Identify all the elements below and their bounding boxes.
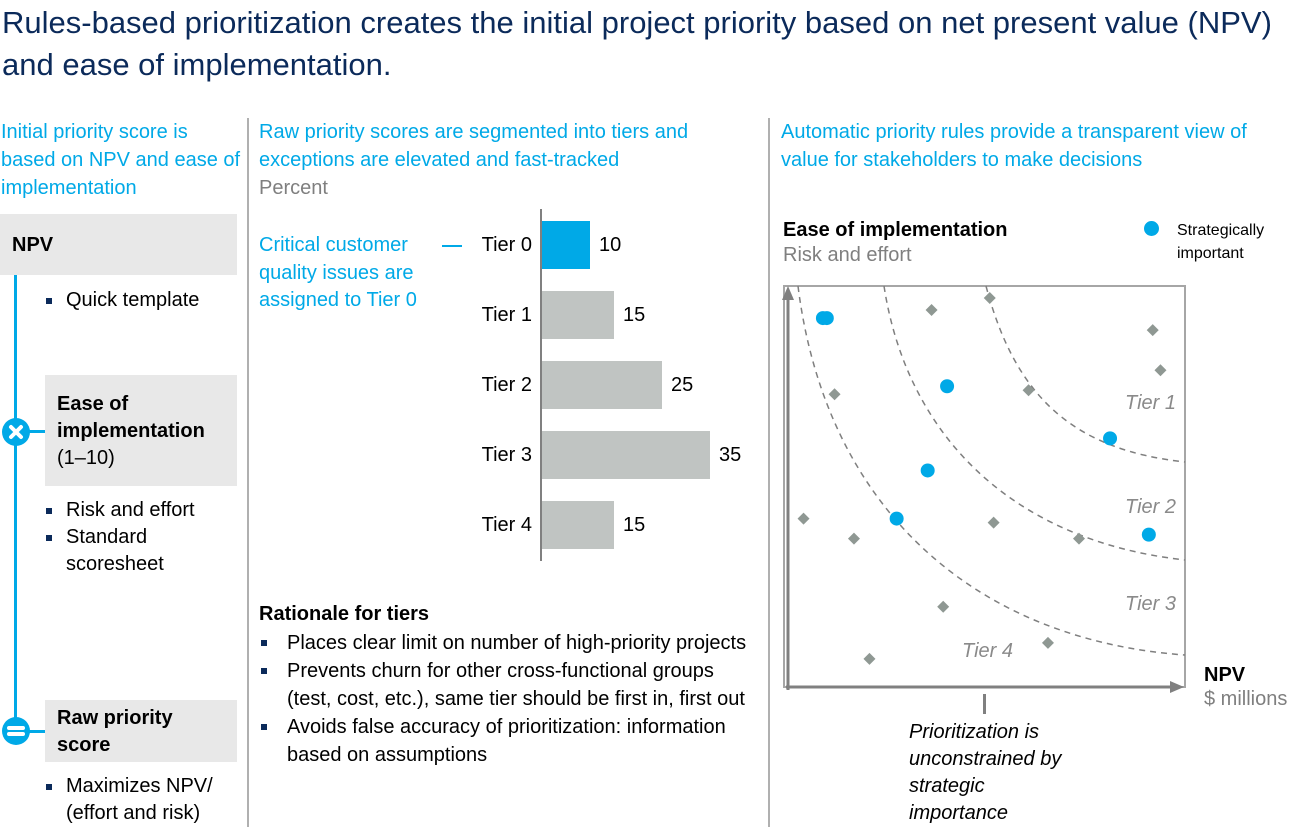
project-point bbox=[987, 516, 1000, 529]
page-title: Rules-based prioritization creates the i… bbox=[2, 5, 1272, 82]
column-divider-2 bbox=[768, 118, 770, 827]
bar-category-label: Tier 0 bbox=[481, 234, 532, 256]
tier0-annotation: Critical customer quality issues are ass… bbox=[259, 234, 417, 311]
bar-category-label: Tier 2 bbox=[481, 374, 532, 396]
ease-bullet: Standard scoresheet bbox=[44, 524, 196, 578]
scatter-chart: Tier 1 Tier 2 Tier 3 Tier 4 bbox=[782, 285, 1186, 693]
note-leader-line bbox=[983, 694, 986, 714]
y-axis-arrowhead-icon bbox=[782, 286, 794, 300]
bar-value-label: 10 bbox=[599, 234, 622, 256]
rationale-bullet: Avoids false accuracy of prioritization:… bbox=[259, 713, 759, 769]
bar bbox=[542, 431, 710, 479]
bar bbox=[542, 221, 590, 269]
project-point bbox=[1041, 636, 1054, 649]
ease-box-range: (1–10) bbox=[57, 447, 115, 469]
strategic-point bbox=[940, 379, 955, 394]
tier-label-3: Tier 3 bbox=[1125, 593, 1176, 615]
project-point bbox=[1073, 532, 1085, 545]
project-point bbox=[1022, 384, 1035, 397]
rationale-bullets: Places clear limit on number of high-pri… bbox=[259, 629, 759, 769]
project-point bbox=[863, 652, 876, 665]
tier-label-1: Tier 1 bbox=[1125, 392, 1176, 414]
project-point bbox=[847, 532, 860, 545]
y-axis-title: Ease of implementation bbox=[783, 219, 1008, 241]
bar-value-label: 35 bbox=[719, 444, 742, 466]
flow-line bbox=[14, 275, 17, 731]
project-point bbox=[925, 304, 938, 317]
bar-chart-axis bbox=[540, 209, 542, 561]
ease-box: Ease of implementation (1–10) bbox=[45, 375, 237, 486]
scatter-points bbox=[797, 292, 1167, 665]
annotation-leader-line bbox=[442, 245, 462, 247]
ease-box-title: Ease of implementation bbox=[57, 393, 205, 442]
multiply-connector bbox=[16, 430, 46, 433]
project-point bbox=[797, 512, 810, 525]
x-axis-arrowhead-icon bbox=[1170, 681, 1184, 693]
tier-label-2: Tier 2 bbox=[1125, 496, 1176, 518]
project-point bbox=[1146, 324, 1159, 337]
left-column-heading: Initial priority score is based on NPV a… bbox=[1, 121, 241, 199]
tier-boundary-1 bbox=[985, 285, 1186, 463]
raw-score-box: Raw priority score bbox=[45, 700, 237, 762]
column-divider-1 bbox=[247, 118, 249, 827]
npv-bullet: Quick template bbox=[44, 287, 244, 314]
tier-boundaries bbox=[797, 285, 1186, 656]
rationale-title: Rationale for tiers bbox=[259, 603, 430, 625]
tier-boundary-3 bbox=[797, 285, 1186, 656]
right-column-heading: Automatic priority rules provide a trans… bbox=[781, 121, 1247, 171]
strategic-point bbox=[819, 311, 834, 326]
plot-frame bbox=[783, 285, 1186, 688]
project-point bbox=[937, 600, 950, 613]
project-point bbox=[983, 292, 996, 305]
npv-box-label: NPV bbox=[12, 234, 54, 256]
ease-bullet: Risk and effort bbox=[44, 497, 244, 524]
legend-label: Strategically important bbox=[1177, 222, 1265, 262]
bar bbox=[542, 291, 614, 339]
bar-value-label: 15 bbox=[623, 304, 646, 326]
raw-bullets: Maximizes NPV/ (effort and risk) bbox=[44, 773, 244, 827]
tier-label-4: Tier 4 bbox=[962, 640, 1013, 662]
npv-box: NPV bbox=[0, 214, 237, 275]
project-point bbox=[1154, 364, 1167, 377]
bar-category-label: Tier 4 bbox=[481, 514, 532, 536]
equals-icon bbox=[2, 717, 30, 745]
x-axis-title: NPV bbox=[1204, 664, 1246, 686]
middle-column-heading: Raw priority scores are segmented into t… bbox=[259, 121, 689, 171]
strategic-point bbox=[920, 463, 935, 478]
bar bbox=[542, 501, 614, 549]
bar-chart-unit: Percent bbox=[259, 177, 328, 199]
bar-value-label: 15 bbox=[623, 514, 646, 536]
tier-boundary-2 bbox=[883, 285, 1186, 561]
strategic-point bbox=[1103, 431, 1118, 446]
strategic-point bbox=[1141, 527, 1156, 542]
bar-category-label: Tier 3 bbox=[481, 444, 532, 466]
project-point bbox=[828, 388, 841, 401]
rationale-bullet: Prevents churn for other cross-functiona… bbox=[259, 657, 759, 713]
ease-bullets: Risk and effort Standard scoresheet bbox=[44, 497, 244, 578]
raw-bullet: Maximizes NPV/ (effort and risk) bbox=[44, 773, 231, 827]
npv-bullets: Quick template bbox=[44, 287, 244, 314]
strategic-point bbox=[889, 511, 904, 526]
legend-marker-icon bbox=[1144, 221, 1159, 236]
y-axis-subtitle: Risk and effort bbox=[783, 244, 912, 266]
strategic-note: Prioritization is unconstrained by strat… bbox=[909, 721, 1062, 824]
equals-connector bbox=[16, 730, 46, 733]
bar-value-label: 25 bbox=[671, 374, 694, 396]
bar bbox=[542, 361, 662, 409]
x-axis-subtitle: $ millions bbox=[1204, 688, 1288, 710]
rationale-bullet: Places clear limit on number of high-pri… bbox=[259, 629, 759, 657]
bar-category-label: Tier 1 bbox=[481, 304, 532, 326]
multiply-icon bbox=[2, 418, 30, 446]
raw-score-box-label: Raw priority score bbox=[57, 707, 173, 756]
